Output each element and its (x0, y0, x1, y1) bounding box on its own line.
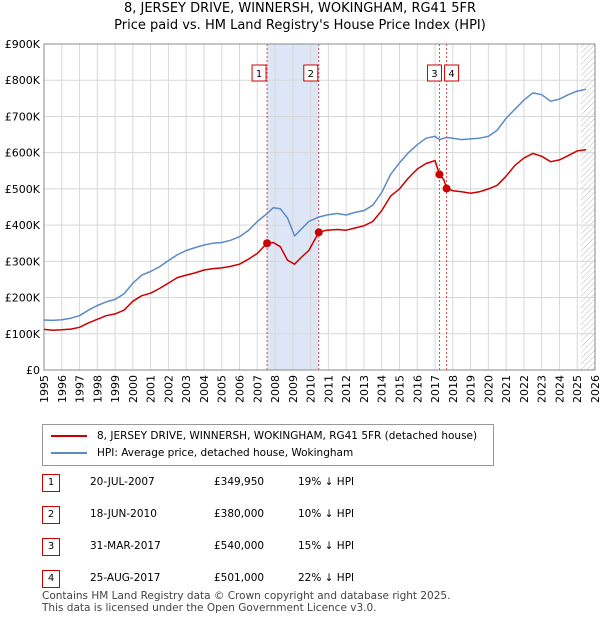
y-tick-label: £800K (5, 74, 41, 87)
footer-licence: This data is licensed under the Open Gov… (42, 602, 377, 614)
plot-frame (43, 43, 596, 371)
sale-badge-label: 3 (431, 69, 437, 80)
sale-badge-label: 2 (308, 69, 314, 80)
x-tick-label: 2005 (216, 375, 229, 403)
legend-swatch-property (51, 435, 87, 437)
sale-point (435, 170, 444, 179)
legend-item-hpi: HPI: Average price, detached house, Woki… (51, 447, 353, 459)
x-tick-label: 2020 (482, 375, 495, 403)
x-tick-label: 2002 (162, 375, 175, 403)
sale-point (314, 228, 323, 237)
x-tick-label: 2018 (447, 375, 460, 403)
sale-hpi-delta: 10% ↓ HPI (298, 508, 355, 520)
sale-hpi-delta: 19% ↓ HPI (298, 476, 355, 488)
y-tick-label: £0 (26, 364, 40, 377)
y-tick-label: £900K (5, 38, 41, 51)
sale-number-badge: 3 (42, 538, 60, 556)
x-tick-label: 2006 (234, 375, 247, 403)
legend-swatch-hpi (51, 452, 87, 454)
x-tick-label: 2019 (465, 375, 478, 403)
footer-copyright: Contains HM Land Registry data © Crown c… (42, 590, 451, 602)
x-tick-label: 2011 (322, 375, 335, 403)
sale-number-badge: 1 (42, 474, 60, 492)
sale-badge-box (444, 64, 460, 82)
x-tick-label: 2017 (429, 375, 442, 403)
sale-hpi-delta: 15% ↓ HPI (298, 540, 355, 552)
sale-price: £349,950 (214, 476, 265, 488)
x-tick-label: 2009 (287, 375, 300, 403)
x-tick-label: 1998 (91, 375, 104, 403)
x-tick-label: 2021 (500, 375, 513, 403)
sale-date: 25-AUG-2017 (90, 572, 161, 584)
sale-hpi-delta: 22% ↓ HPI (298, 572, 355, 584)
sale-row: 4 25-AUG-2017 £501,000 22% ↓ HPI (42, 570, 462, 590)
x-tick-label: 1995 (38, 375, 51, 403)
x-tick-label: 2014 (376, 375, 389, 403)
sale-price: £380,000 (214, 508, 265, 520)
chart-subtitle: Price paid vs. HM Land Registry's House … (114, 18, 486, 33)
x-tick-label: 2023 (536, 375, 549, 403)
sale-badge-label: 4 (448, 69, 454, 80)
x-tick-label: 2013 (358, 375, 371, 403)
y-tick-label: £200K (5, 292, 41, 305)
legend-label-hpi: HPI: Average price, detached house, Woki… (97, 447, 354, 459)
y-tick-label: £300K (5, 255, 41, 268)
x-tick-label: 1999 (109, 375, 122, 403)
sale-price: £540,000 (214, 540, 265, 552)
hpi-line (43, 88, 587, 322)
chart-title: 8, JERSEY DRIVE, WINNERSH, WOKINGHAM, RG… (123, 1, 477, 16)
sale-badge-box (303, 64, 319, 82)
x-tick-label: 2004 (198, 375, 211, 403)
x-tick-label: 2015 (393, 375, 406, 403)
sale-row: 3 31-MAR-2017 £540,000 15% ↓ HPI (42, 538, 462, 558)
projection-area (580, 44, 595, 370)
sale-number-badge: 2 (42, 506, 60, 524)
sale-badge-box (251, 64, 267, 82)
x-tick-label: 2016 (411, 375, 424, 403)
y-tick-label: £700K (5, 110, 41, 123)
sale-date: 20-JUL-2007 (90, 476, 155, 488)
sale-row: 1 20-JUL-2007 £349,950 19% ↓ HPI (42, 474, 462, 494)
x-tick-label: 2022 (518, 375, 531, 403)
x-tick-label: 2025 (571, 375, 584, 403)
price-chart: £0 £100K £200K £300K £400K £500K £600K £700K £80… (5, 38, 600, 403)
sale-point (442, 184, 451, 193)
sale-row: 2 18-JUN-2010 £380,000 10% ↓ HPI (42, 506, 462, 526)
sale-badge-box (426, 64, 442, 82)
sale-price: £501,000 (214, 572, 265, 584)
y-tick-label: £100K (5, 328, 41, 341)
sale-point (263, 239, 272, 248)
legend-label-property: 8, JERSEY DRIVE, WINNERSH, WOKINGHAM, RG… (97, 430, 478, 442)
x-tick-label: 2000 (127, 375, 140, 403)
x-tick-label: 2026 (589, 375, 600, 403)
y-tick-label: £500K (5, 183, 41, 196)
chart-legend: 8, JERSEY DRIVE, WINNERSH, WOKINGHAM, RG… (42, 424, 494, 466)
y-tick-label: £400K (5, 219, 41, 232)
x-tick-label: 2010 (305, 375, 318, 403)
x-tick-label: 2001 (145, 375, 158, 403)
x-tick-label: 2024 (553, 375, 566, 403)
x-tick-label: 1996 (56, 375, 69, 403)
x-tick-label: 2008 (269, 375, 282, 403)
sale-badge-label: 1 (256, 69, 262, 80)
legend-item-property: 8, JERSEY DRIVE, WINNERSH, WOKINGHAM, RG… (51, 430, 477, 442)
sale-number-badge: 4 (42, 570, 60, 588)
x-tick-label: 1997 (74, 375, 87, 403)
sale-date: 31-MAR-2017 (90, 540, 161, 552)
x-tick-label: 2003 (180, 375, 193, 403)
x-tick-label: 2012 (340, 375, 353, 403)
sale-date: 18-JUN-2010 (90, 508, 157, 520)
y-tick-label: £600K (5, 147, 41, 160)
x-tick-label: 2007 (251, 375, 264, 403)
